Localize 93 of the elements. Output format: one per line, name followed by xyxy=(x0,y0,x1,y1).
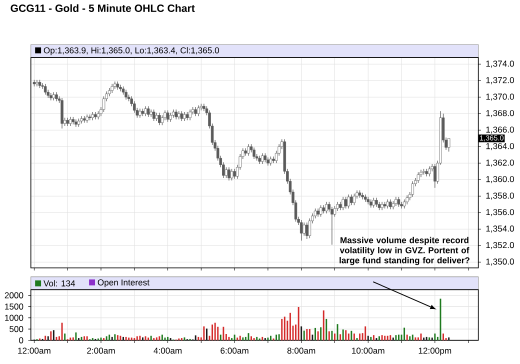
candlestick xyxy=(394,196,398,206)
y-tick-label: 1,374.0 xyxy=(486,60,514,68)
candlestick xyxy=(344,196,348,209)
candlestick xyxy=(36,79,38,87)
candlestick xyxy=(183,112,186,122)
candlestick xyxy=(146,106,150,118)
y-tick-label: 1,366.0 xyxy=(486,126,514,134)
candlestick xyxy=(447,138,450,152)
candlestick xyxy=(302,222,306,236)
candlestick xyxy=(74,119,78,128)
candlestick xyxy=(406,194,408,205)
candlestick xyxy=(330,206,334,246)
y-tick-label: 1,360.0 xyxy=(486,176,514,184)
candlestick xyxy=(152,109,156,122)
candlestick xyxy=(233,168,236,180)
candlestick xyxy=(306,222,308,240)
y-tick-label: 0 xyxy=(19,337,24,344)
candlestick xyxy=(69,116,72,126)
candlestick xyxy=(80,116,83,124)
y-tick-label: 1500 xyxy=(5,303,24,310)
candlestick xyxy=(434,164,436,188)
candlestick xyxy=(174,109,178,120)
candlestick xyxy=(102,96,106,112)
candlestick xyxy=(228,166,230,181)
candlestick xyxy=(269,156,272,166)
candlestick xyxy=(110,84,114,94)
x-tick-label: 8:00am xyxy=(287,348,316,354)
y-tick-label: 1,368.0 xyxy=(486,110,514,118)
candlestick xyxy=(386,199,389,209)
y-tick-label: 500 xyxy=(10,326,24,332)
candlestick xyxy=(119,84,122,92)
candlestick xyxy=(144,106,147,116)
candlestick xyxy=(428,166,431,177)
candlestick xyxy=(347,194,350,209)
y-tick-label: 1,350.0 xyxy=(486,258,514,266)
y-tick-label: 1000 xyxy=(5,314,24,321)
y-tick-label: 1,362.0 xyxy=(486,160,514,167)
candlestick xyxy=(361,192,364,200)
x-tick-label: 6:00am xyxy=(220,348,248,354)
x-tick-label: 10:00am xyxy=(352,348,384,354)
candlestick xyxy=(180,110,184,122)
x-tick-label: 12:00am xyxy=(18,348,50,354)
candlestick xyxy=(397,196,400,208)
candlestick xyxy=(402,199,406,209)
candlestick xyxy=(389,199,392,210)
candlestick xyxy=(60,98,64,129)
candlestick xyxy=(300,220,303,241)
candlestick xyxy=(124,89,128,100)
y-tick-label: 1,354.0 xyxy=(486,226,514,233)
annotation: Massive volume despite record volatility low in GVZ. Portent of large fund standing for deliver? xyxy=(340,236,470,266)
candlestick xyxy=(264,152,267,163)
candlestick xyxy=(164,110,166,121)
x-tick-label: 12:00pm xyxy=(418,348,452,356)
candlestick xyxy=(194,106,197,116)
candlestick xyxy=(44,84,47,95)
candlestick xyxy=(319,204,322,218)
candlestick xyxy=(272,156,275,164)
candlestick xyxy=(261,152,264,164)
candlestick xyxy=(55,92,58,102)
x-tick-label: 2:00am xyxy=(87,348,115,354)
candlestick xyxy=(230,168,234,181)
y-tick-label: 1,352.0 xyxy=(486,242,514,250)
legend-label: Vol: 134 xyxy=(43,280,76,286)
candlestick xyxy=(425,168,428,177)
y-tick-label: 1,372.0 xyxy=(486,77,514,84)
candlestick xyxy=(138,108,142,118)
candlestick xyxy=(224,166,228,178)
legend-label: Open Interest xyxy=(98,279,150,288)
candlestick xyxy=(169,112,172,122)
candlestick xyxy=(372,197,376,208)
candlestick xyxy=(325,202,328,214)
candlestick xyxy=(197,105,200,116)
candlestick xyxy=(202,103,206,112)
candlestick xyxy=(160,114,164,126)
chart-title: GCG11 - Gold - 5 Minute OHLC Chart xyxy=(10,4,195,12)
candlestick xyxy=(188,109,192,121)
candlestick xyxy=(247,144,250,156)
candlestick xyxy=(252,147,256,160)
candlestick xyxy=(375,197,378,208)
y-tick-label: 1,364.0 xyxy=(486,143,514,150)
y-tick-label: 1,370.0 xyxy=(486,94,514,101)
candlestick xyxy=(158,112,161,126)
y-tick-label: 1,356.0 xyxy=(486,209,514,216)
candlestick xyxy=(342,196,344,210)
y-tick-label: 1,358.0 xyxy=(486,192,514,200)
y-tick-label: 2000 xyxy=(4,292,24,298)
candlestick xyxy=(350,194,353,206)
candlestick xyxy=(166,110,170,122)
text: Op:1,363.9, Hi:1,365.0, Lo:1,363.4, Cl:1,365.0 xyxy=(44,47,219,56)
x-tick-label: 4:00am xyxy=(154,348,182,354)
candlestick xyxy=(416,172,420,184)
candlestick xyxy=(352,193,356,206)
candlestick xyxy=(411,180,414,198)
